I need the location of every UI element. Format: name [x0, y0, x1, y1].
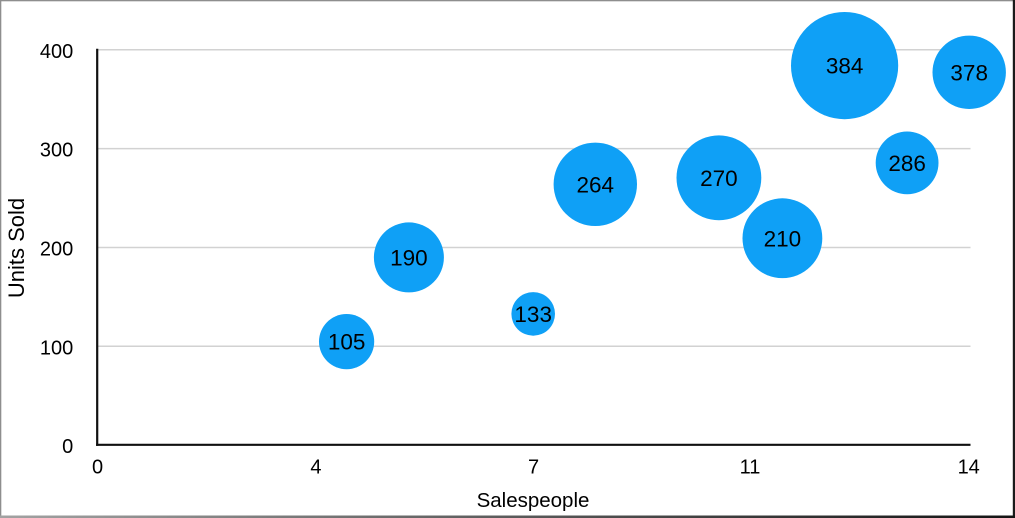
- svg-text:133: 133: [514, 302, 552, 327]
- svg-text:400: 400: [40, 41, 73, 63]
- svg-text:378: 378: [950, 60, 988, 85]
- svg-text:210: 210: [764, 226, 802, 251]
- svg-text:105: 105: [328, 330, 366, 355]
- svg-text:384: 384: [826, 54, 864, 79]
- svg-text:0: 0: [92, 456, 103, 478]
- svg-text:0: 0: [62, 436, 73, 458]
- svg-text:4: 4: [310, 456, 321, 478]
- svg-text:270: 270: [700, 166, 738, 191]
- svg-text:300: 300: [40, 140, 73, 162]
- svg-text:264: 264: [577, 172, 615, 197]
- svg-text:286: 286: [888, 151, 926, 176]
- svg-text:7: 7: [528, 456, 539, 478]
- svg-text:14: 14: [958, 456, 980, 478]
- svg-text:100: 100: [40, 337, 73, 359]
- svg-text:Units Sold: Units Sold: [4, 198, 29, 298]
- svg-text:200: 200: [40, 239, 73, 261]
- svg-text:Salespeople: Salespeople: [477, 489, 590, 512]
- svg-text:190: 190: [390, 246, 428, 271]
- svg-text:11: 11: [740, 456, 761, 478]
